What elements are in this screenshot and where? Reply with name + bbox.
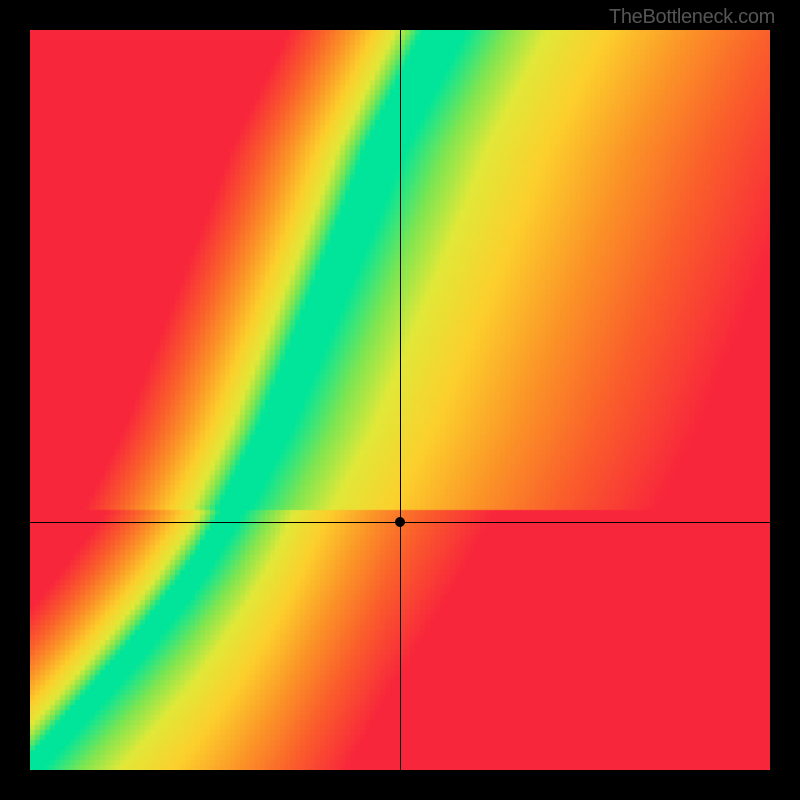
heatmap-plot — [30, 30, 770, 770]
crosshair-marker — [395, 517, 405, 527]
watermark-text: TheBottleneck.com — [609, 6, 775, 29]
crosshair-vertical — [400, 30, 401, 770]
